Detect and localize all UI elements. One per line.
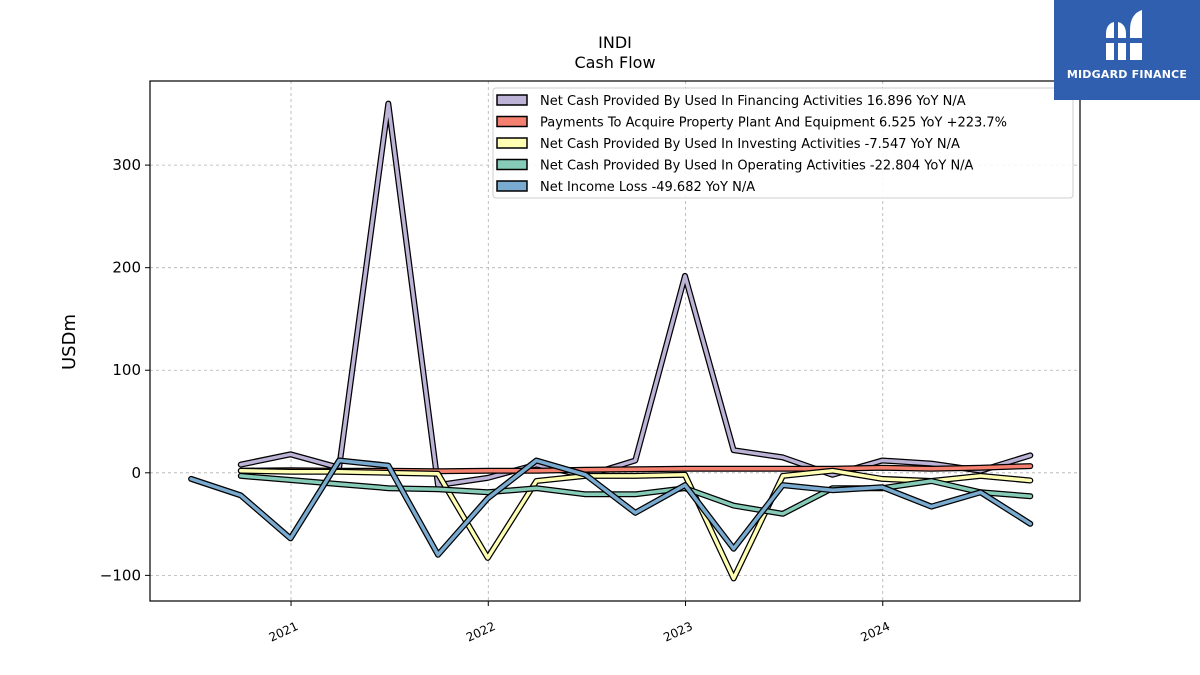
legend-box xyxy=(492,87,1074,199)
legend-entry-label: Payments To Acquire Property Plant And E… xyxy=(540,116,1007,131)
legend-entry-label: Net Cash Provided By Used In Investing A… xyxy=(540,137,960,152)
series-line-4 xyxy=(189,458,1033,557)
y-tick-label: −100 xyxy=(100,566,141,584)
legend-entry-label: Net Income Loss -49.682 YoY N/A xyxy=(540,180,755,195)
plot-area-frame xyxy=(149,80,1081,602)
legend-swatch xyxy=(496,137,528,149)
legend-swatch xyxy=(496,94,528,106)
legend-swatch xyxy=(496,158,528,171)
x-tick-label: 2023 xyxy=(661,619,695,645)
x-tick-label: 2024 xyxy=(858,619,892,645)
x-tick-label: 2021 xyxy=(267,619,301,645)
legend-entry-label: Net Cash Provided By Used In Financing A… xyxy=(540,94,966,109)
series-line-3 xyxy=(239,474,1033,516)
y-tick-label: 0 xyxy=(131,464,141,482)
series-line-0 xyxy=(239,101,1033,487)
legend-swatch xyxy=(496,115,528,128)
chart-title: INDI xyxy=(598,33,632,52)
y-axis-label: USDm xyxy=(59,314,80,370)
y-tick-label: 200 xyxy=(112,259,141,277)
series-line-2 xyxy=(239,468,1033,581)
legend-entry-label: Net Cash Provided By Used In Operating A… xyxy=(540,159,974,174)
midgard-finance-logo: MIDGARD FINANCE xyxy=(1054,0,1200,100)
y-tick-label: 100 xyxy=(112,361,141,379)
x-tick-label: 2022 xyxy=(464,619,498,645)
axes: −100 0 100 200 300 2021 2022 2023 2024 xyxy=(100,156,892,645)
logo-text: MIDGARD FINANCE xyxy=(1066,68,1188,81)
legend-swatch xyxy=(496,180,528,192)
series-lines xyxy=(188,100,1034,582)
logo-mark-icon xyxy=(1104,10,1146,60)
legend: Net Cash Provided By Used In Financing A… xyxy=(492,87,1074,199)
chart-subtitle: Cash Flow xyxy=(574,53,655,72)
y-tick-label: 300 xyxy=(112,156,141,174)
